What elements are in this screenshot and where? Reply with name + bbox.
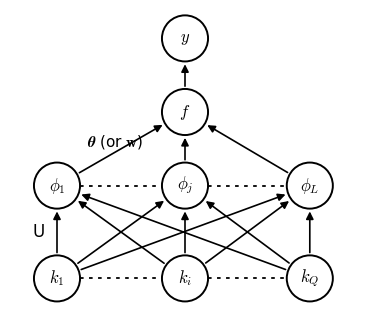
Text: U: U <box>32 223 44 241</box>
Text: $y$: $y$ <box>180 29 190 47</box>
Text: $\phi_j$: $\phi_j$ <box>177 175 193 196</box>
Text: $k_Q$: $k_Q$ <box>300 268 319 289</box>
Circle shape <box>287 163 333 209</box>
Text: $f$: $f$ <box>179 102 191 122</box>
Circle shape <box>162 15 208 61</box>
Circle shape <box>162 255 208 301</box>
Text: $\boldsymbol{\theta}$ (or $\mathbf{w}$): $\boldsymbol{\theta}$ (or $\mathbf{w}$) <box>87 133 144 151</box>
Circle shape <box>34 163 80 209</box>
Text: $k_1$: $k_1$ <box>49 268 65 288</box>
Text: $\phi_1$: $\phi_1$ <box>48 176 65 196</box>
Text: $\phi_L$: $\phi_L$ <box>300 176 320 196</box>
Circle shape <box>162 163 208 209</box>
Circle shape <box>287 255 333 301</box>
Circle shape <box>34 255 80 301</box>
Text: $k_i$: $k_i$ <box>178 268 192 288</box>
Circle shape <box>162 89 208 135</box>
